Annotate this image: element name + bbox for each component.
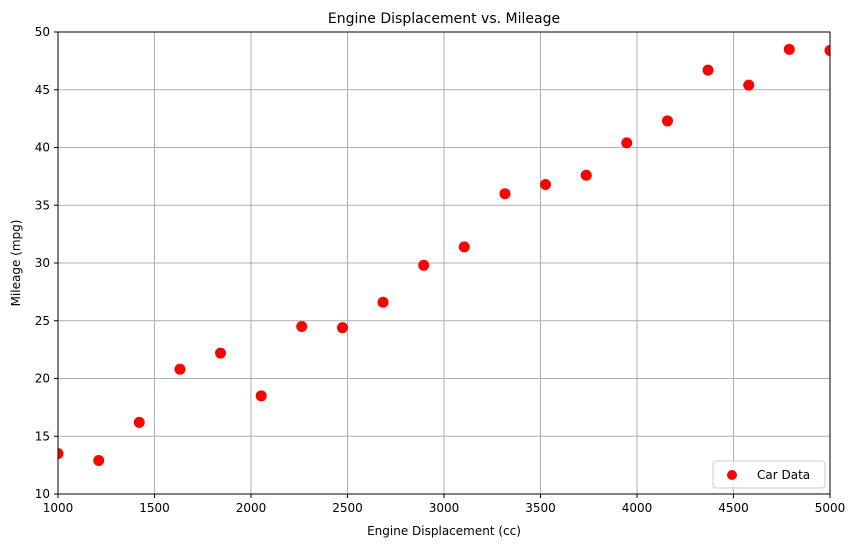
data-point <box>418 259 430 271</box>
y-tick-label: 30 <box>35 256 50 270</box>
data-points <box>58 43 830 467</box>
axis-ticks: 1000 1500 2000 2500 3000 3500 4000 4500 5000 10 15… <box>35 25 846 515</box>
y-tick-label: 20 <box>35 372 50 386</box>
data-point <box>824 44 830 56</box>
data-point <box>458 241 470 253</box>
data-point <box>743 79 755 91</box>
x-tick-label: 2500 <box>332 501 363 515</box>
y-tick-label: 35 <box>35 198 50 212</box>
x-tick-label: 3500 <box>525 501 556 515</box>
data-point <box>377 296 389 308</box>
chart-title: Engine Displacement vs. Mileage <box>328 11 560 27</box>
legend-box <box>712 460 826 489</box>
data-point <box>215 347 227 359</box>
data-point <box>499 188 511 200</box>
x-axis-title: Engine Displacement (cc) <box>367 524 521 538</box>
data-point <box>661 115 673 127</box>
data-point <box>336 322 348 334</box>
data-point <box>174 363 186 375</box>
y-tick-label: 25 <box>35 314 50 328</box>
y-axis-title: Mileage (mpg) <box>9 220 23 307</box>
y-tick-label: 10 <box>35 487 50 501</box>
data-point <box>783 43 795 55</box>
data-point <box>621 137 633 149</box>
legend-label: Car Data <box>757 468 810 482</box>
y-tick-label: 40 <box>35 141 50 155</box>
x-tick-label: 5000 <box>815 501 846 515</box>
x-tick-label: 4500 <box>718 501 749 515</box>
data-point <box>255 390 267 402</box>
data-point <box>296 321 308 333</box>
y-tick-label: 15 <box>35 429 50 443</box>
data-point <box>133 416 145 428</box>
x-tick-label: 4000 <box>622 501 653 515</box>
x-tick-label: 3000 <box>429 501 460 515</box>
legend: Car Data <box>712 460 826 489</box>
x-tick-label: 1500 <box>139 501 170 515</box>
data-point <box>580 169 592 181</box>
data-point <box>540 178 552 190</box>
data-point <box>702 64 714 76</box>
y-tick-label: 50 <box>35 25 50 39</box>
legend-marker <box>727 470 737 480</box>
x-tick-label: 1000 <box>43 501 74 515</box>
data-point <box>58 448 64 460</box>
data-point <box>93 455 105 467</box>
x-tick-label: 2000 <box>236 501 267 515</box>
y-tick-label: 45 <box>35 83 50 97</box>
